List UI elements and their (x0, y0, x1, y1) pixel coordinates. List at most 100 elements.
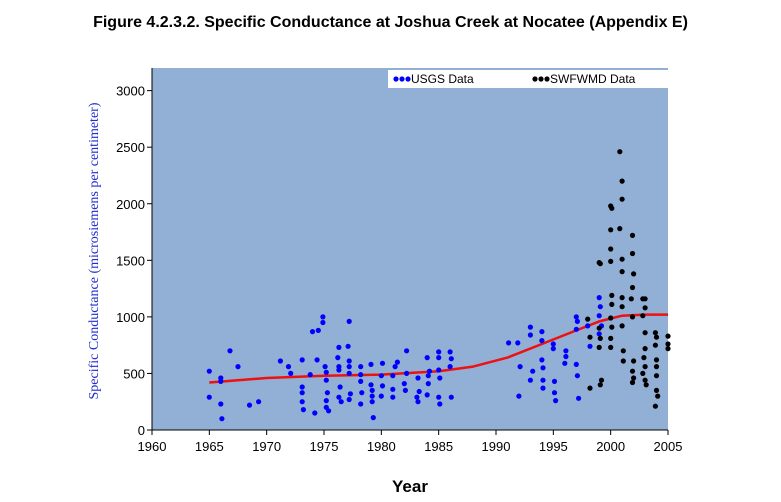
data-point (597, 304, 603, 310)
data-point (640, 370, 646, 376)
data-point (338, 399, 344, 405)
data-point (307, 372, 313, 378)
data-point (530, 368, 536, 374)
data-point (563, 348, 569, 354)
data-point (345, 343, 351, 349)
data-point (369, 387, 375, 393)
data-point (573, 326, 579, 332)
data-point (323, 377, 329, 383)
data-point (665, 341, 671, 347)
data-point (617, 149, 623, 155)
data-point (609, 205, 615, 211)
data-point (314, 357, 320, 363)
data-point (631, 271, 637, 277)
data-point (300, 407, 306, 413)
data-point (415, 375, 421, 381)
data-point (619, 304, 625, 310)
data-point (437, 375, 443, 381)
data-point (629, 379, 636, 386)
x-tick-label: 1990 (482, 439, 511, 454)
data-point (506, 340, 512, 346)
data-point (617, 226, 623, 232)
data-point (596, 313, 602, 319)
data-point (436, 394, 442, 400)
data-point (596, 325, 602, 331)
data-point (573, 361, 579, 367)
legend-marker (538, 76, 544, 82)
legend-box (388, 70, 668, 88)
data-point (527, 324, 534, 330)
data-point (653, 373, 660, 379)
x-tick-label: 1980 (367, 439, 396, 454)
data-point (358, 372, 364, 378)
data-point (235, 364, 241, 370)
data-point (574, 373, 581, 379)
data-point (416, 388, 422, 395)
data-point (587, 343, 593, 349)
data-point (597, 382, 603, 388)
data-point (655, 393, 661, 399)
data-point (404, 348, 410, 354)
data-point (436, 349, 442, 355)
data-point (206, 394, 212, 400)
data-point (390, 373, 396, 379)
data-point (218, 401, 224, 407)
y-tick-label: 2500 (116, 140, 145, 155)
data-point (619, 256, 625, 262)
data-point (608, 258, 614, 264)
x-tick-label: 2005 (654, 439, 683, 454)
data-point (218, 378, 224, 384)
data-point (347, 391, 353, 397)
data-point (246, 402, 253, 408)
data-point (574, 318, 581, 324)
data-point (358, 401, 364, 407)
data-point (596, 295, 602, 301)
data-point (425, 381, 431, 387)
data-point (653, 364, 660, 370)
data-point (369, 393, 375, 399)
x-tick-label: 2000 (596, 439, 625, 454)
data-point (653, 334, 660, 340)
data-point (597, 261, 603, 267)
data-point (368, 382, 374, 388)
legend-label: USGS Data (411, 72, 474, 86)
data-point (368, 361, 374, 367)
points-layer (206, 149, 671, 422)
data-point (378, 373, 384, 379)
x-tick-label: 1970 (252, 439, 281, 454)
data-point (642, 330, 648, 336)
data-point (585, 323, 591, 329)
data-point (619, 323, 625, 329)
data-point (540, 365, 546, 371)
y-tick-label: 1000 (116, 310, 145, 325)
data-point (640, 313, 646, 319)
legend-marker (544, 76, 550, 82)
data-point (652, 403, 659, 409)
data-point (539, 329, 545, 335)
data-point (447, 349, 453, 355)
data-point (390, 394, 396, 400)
data-point (426, 368, 433, 374)
data-point (378, 393, 384, 399)
y-tick-label: 2000 (116, 197, 145, 212)
data-point (402, 387, 408, 393)
data-point (608, 344, 614, 350)
legend: USGS Data SWFWMD Data (388, 70, 668, 88)
data-point (620, 348, 626, 354)
x-tick-label: 1995 (539, 439, 568, 454)
data-point (550, 346, 556, 352)
data-point (653, 357, 660, 363)
data-point (641, 355, 647, 361)
figure-title: Figure 4.2.3.2. Specific Conductance at … (93, 14, 688, 31)
data-point (227, 348, 233, 354)
data-point (608, 315, 614, 321)
data-point (596, 331, 602, 337)
data-point (563, 353, 569, 360)
data-point (448, 394, 454, 400)
data-point (323, 369, 329, 375)
data-point (596, 344, 602, 350)
data-point (628, 296, 634, 302)
data-point (527, 332, 534, 338)
data-point (336, 367, 342, 373)
data-point (642, 346, 648, 352)
